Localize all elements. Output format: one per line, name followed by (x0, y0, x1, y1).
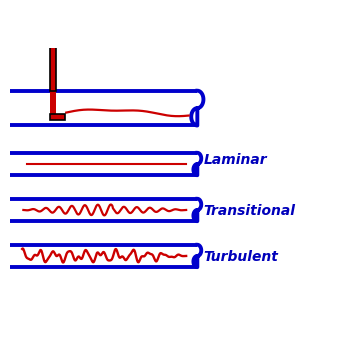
Bar (40, 17, 66, 41)
Bar (41, 22, 65, 40)
Text: Transitional: Transitional (204, 204, 295, 218)
Text: Turbulent: Turbulent (204, 250, 278, 264)
Bar (41, 18, 65, 22)
Bar (50, 41, 56, 91)
Bar (50, 114, 65, 120)
Bar (50, 90, 56, 120)
Text: Laminar: Laminar (204, 153, 267, 167)
